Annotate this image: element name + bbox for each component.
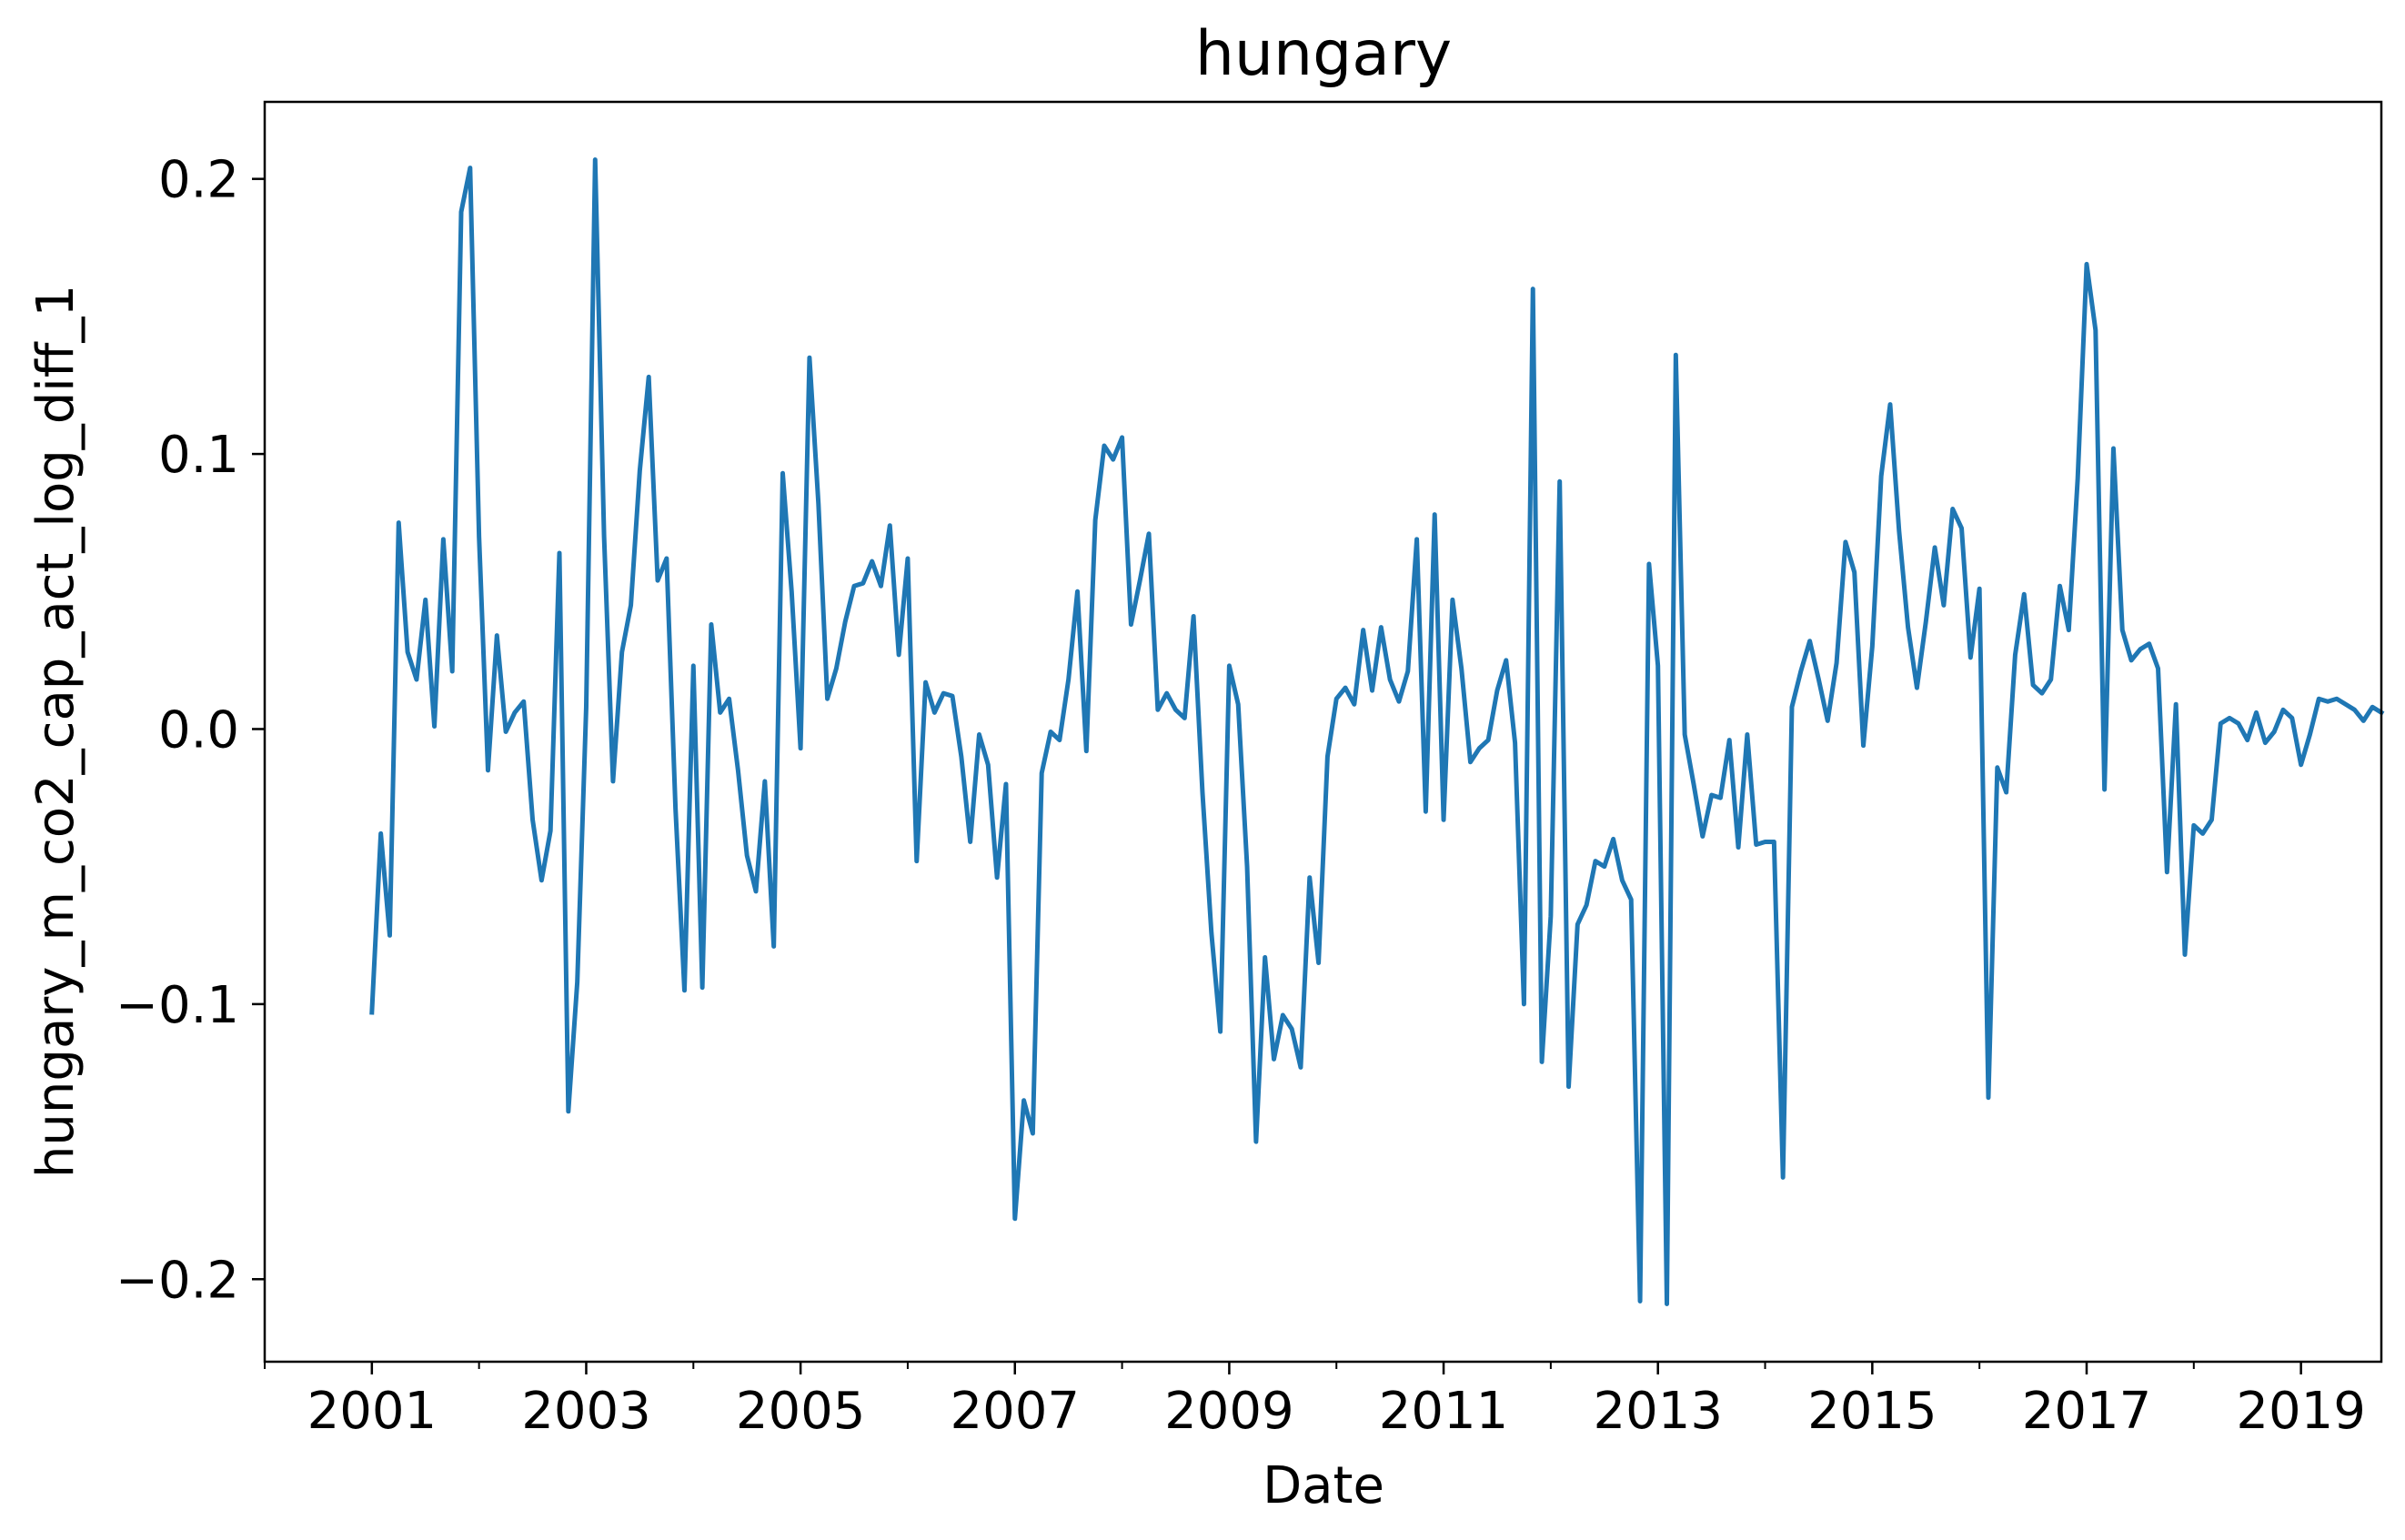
series-line [369, 157, 2385, 1306]
plot-background [265, 102, 2381, 1362]
x-tick-label: 2009 [1164, 1382, 1294, 1441]
y-tick-label: −0.1 [116, 976, 239, 1035]
x-tick-label: 2003 [521, 1382, 651, 1441]
y-tick-label: 0.0 [158, 700, 239, 760]
x-tick-label: 2013 [1593, 1382, 1723, 1441]
plot-area [265, 102, 2385, 1362]
x-tick-label: 2011 [1379, 1382, 1509, 1441]
x-tick-label: 2017 [2022, 1382, 2152, 1441]
x-tick-label: 2015 [1807, 1382, 1937, 1441]
y-tick-label: 0.2 [158, 151, 239, 210]
x-axis-label: Date [1263, 1456, 1384, 1515]
y-axis-label: hungary_m_co2_cap_act_log_diff_1 [26, 285, 86, 1178]
x-tick-label: 2005 [736, 1382, 866, 1441]
x-axis: 2001 2003 2005 2007 2009 2011 2013 2015 2017 2019 [264, 1362, 2366, 1441]
x-tick-label: 2007 [951, 1382, 1081, 1441]
y-axis: −0.2 −0.1 0.0 0.1 0.2 [116, 151, 265, 1310]
x-tick-label: 2019 [2236, 1382, 2366, 1441]
chart-title: hungary [1195, 18, 1452, 90]
y-tick-label: 0.1 [158, 426, 239, 485]
y-tick-label: −0.2 [116, 1251, 239, 1310]
x-tick-label: 2001 [307, 1382, 438, 1441]
plot-frame [263, 100, 2383, 1364]
